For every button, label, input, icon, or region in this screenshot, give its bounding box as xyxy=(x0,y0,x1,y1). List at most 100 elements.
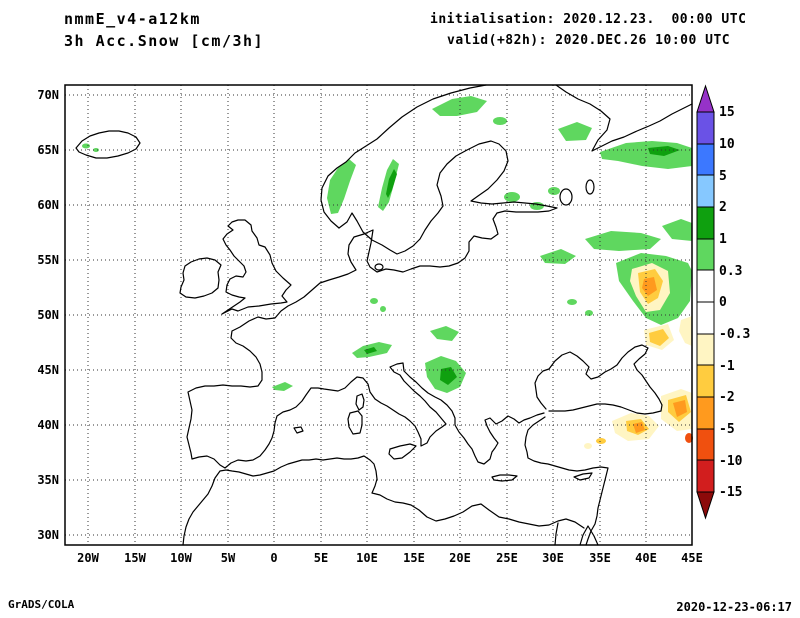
snow-patch-speck xyxy=(504,192,520,202)
valid-time: valid(+82h): 2020.DEC.26 10:00 UTC xyxy=(447,33,731,48)
lat-axis-labels: 70N 65N 60N 55N 50N 45N 40N 35N 30N xyxy=(37,88,59,542)
field-name: 3h Acc.Snow [cm/3h] xyxy=(64,32,265,50)
snow-patch-speck xyxy=(380,306,386,312)
snow-patch-russia-band xyxy=(585,231,661,251)
lat-tick-label: 35N xyxy=(37,473,59,487)
coast-black-sea xyxy=(534,344,663,415)
snow-patch-speck xyxy=(493,117,507,125)
colorbar-tick-label: -2 xyxy=(719,390,735,405)
coast-zealand xyxy=(374,263,384,271)
lon-tick-label: 45E xyxy=(681,551,703,565)
colorbar-arrow-up xyxy=(696,84,715,113)
lon-tick-label: 5W xyxy=(221,551,236,565)
coastlines xyxy=(75,84,693,546)
colorbar-tick-label: -1 xyxy=(719,359,735,374)
lon-tick-label: 15E xyxy=(403,551,425,565)
colorbar-tick-label: 2 xyxy=(719,200,727,215)
lon-tick-label: 10E xyxy=(356,551,378,565)
lat-tick-label: 55N xyxy=(37,253,59,267)
colorbar-band xyxy=(696,364,715,398)
lat-tick-label: 60N xyxy=(37,198,59,212)
field-patch-paleyellow-speck xyxy=(584,443,592,449)
colorbar-labels: 15 10 5 2 1 0.3 0 -0.3 -1 -2 -5 -10 -15 xyxy=(719,105,750,500)
lon-tick-label: 5E xyxy=(314,551,328,565)
colorbar-band xyxy=(696,396,715,430)
snow-patch-right-edge xyxy=(662,219,692,241)
snow-patch-nw-russia-core xyxy=(648,146,680,156)
colorbar-tick-label: -5 xyxy=(719,422,735,437)
colorbar-band xyxy=(696,238,715,271)
snow-shading xyxy=(82,96,693,449)
snow-patch-pyrenees xyxy=(272,382,293,391)
snow-patch-kola xyxy=(558,122,592,141)
field-patch-deeporange xyxy=(685,433,693,443)
coast-mallorca xyxy=(293,426,304,434)
field-patch-caucasus-orange xyxy=(673,400,687,417)
grid-lines xyxy=(65,85,693,545)
colorbar-tick-label: 0.3 xyxy=(719,264,742,279)
coast-sardinia xyxy=(347,410,363,435)
snow-patch-speck xyxy=(585,310,593,316)
coast-sinai-gulfs xyxy=(554,522,599,546)
snow-patch-iceland xyxy=(93,148,99,152)
field-patch-paleyellow3 xyxy=(679,316,692,346)
grads-credit: GrADS/COLA xyxy=(8,598,75,611)
colorbar-band xyxy=(696,174,715,208)
lat-tick-label: 65N xyxy=(37,143,59,157)
coast-kola-whitesea xyxy=(555,84,693,152)
colorbar-band xyxy=(696,206,715,240)
snow-patch-russia-band2 xyxy=(540,249,576,264)
colorbar-arrow-down xyxy=(696,491,715,520)
coast-corsica xyxy=(355,393,365,411)
colorbar-band xyxy=(696,428,715,461)
snow-patch-sweden-core xyxy=(386,169,397,198)
field-patch-gold-speck xyxy=(596,438,606,444)
colorbar-band xyxy=(696,111,715,145)
lon-tick-label: 20E xyxy=(449,551,471,565)
lon-tick-label: 25E xyxy=(496,551,518,565)
colorbar-tick-label: 0 xyxy=(719,295,727,310)
coast-anatolia-levant xyxy=(524,416,609,546)
snow-patch-iceland xyxy=(82,143,90,149)
colorbar-tick-label: -0.3 xyxy=(719,327,750,342)
init-time: initialisation: 2020.12.23. 00:00 UTC xyxy=(430,12,747,27)
lon-axis-labels: 20W 15W 10W 5W 0 5E 10E 15E 20E 25E 30E … xyxy=(77,551,703,565)
lon-tick-label: 35E xyxy=(589,551,611,565)
snow-patch-speck xyxy=(370,298,378,304)
lat-tick-label: 40N xyxy=(37,418,59,432)
lon-tick-label: 20W xyxy=(77,551,99,565)
snow-patch-carpathians xyxy=(430,326,459,341)
colorbar xyxy=(696,84,715,520)
colorbar-tick-label: -15 xyxy=(719,485,742,500)
lon-tick-label: 0 xyxy=(270,551,277,565)
lat-tick-label: 70N xyxy=(37,88,59,102)
snow-patch-speck xyxy=(548,187,560,195)
coast-iceland xyxy=(75,130,141,159)
colorbar-tick-label: -10 xyxy=(719,454,743,469)
model-name: nmmE_v4-a12km xyxy=(64,10,201,28)
render-timestamp: 2020-12-23-06:17 xyxy=(676,600,792,614)
lon-tick-label: 10W xyxy=(170,551,192,565)
snow-patch-norway xyxy=(327,159,356,214)
coast-norway-arctic xyxy=(320,84,487,229)
colorbar-band xyxy=(696,333,715,366)
coast-great-britain xyxy=(221,219,292,315)
lat-tick-label: 30N xyxy=(37,528,59,542)
colorbar-tick-label: 1 xyxy=(719,232,727,247)
field-patch-gold2 xyxy=(649,329,669,346)
colorbar-band xyxy=(696,459,715,493)
coast-ireland xyxy=(179,257,222,299)
lon-tick-label: 30E xyxy=(542,551,564,565)
colorbar-band xyxy=(696,301,715,335)
colorbar-tick-label: 15 xyxy=(719,105,735,120)
coast-sicily xyxy=(388,443,417,460)
lat-tick-label: 50N xyxy=(37,308,59,322)
colorbar-tick-label: 10 xyxy=(719,137,735,152)
coast-north-africa xyxy=(182,455,585,546)
colorbar-tick-label: 5 xyxy=(719,169,727,184)
lon-tick-label: 40E xyxy=(635,551,657,565)
lake-ladoga xyxy=(559,188,573,206)
coast-crete xyxy=(491,474,518,482)
